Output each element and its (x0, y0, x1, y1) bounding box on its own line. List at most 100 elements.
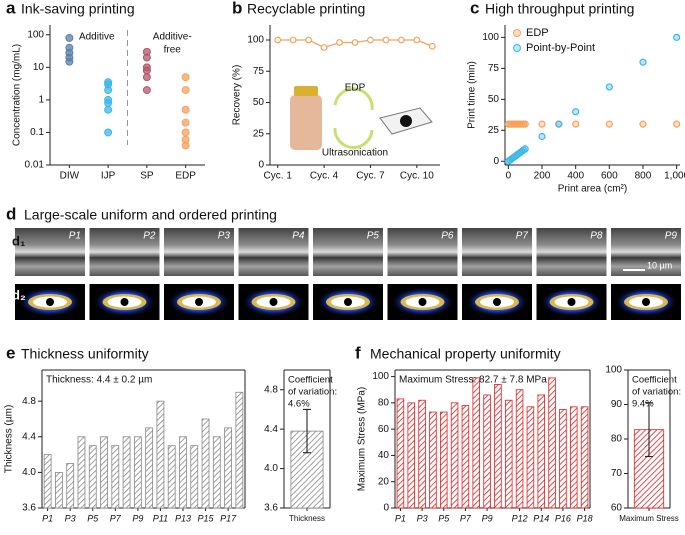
dot (46, 298, 54, 306)
x-tick-label: Cyc. 7 (356, 171, 385, 182)
annotation: Coefficient (632, 375, 677, 386)
x-tick-label: 800 (635, 171, 652, 182)
bar (156, 400, 165, 509)
bar (111, 445, 120, 509)
sem-image (89, 228, 160, 276)
point (428, 42, 436, 50)
dot (642, 298, 650, 306)
y-axis-label: Recovery (%) (232, 65, 243, 126)
sem-image (238, 228, 309, 276)
x-tick-label: P7 (110, 513, 122, 523)
x-tick-label: P14 (533, 513, 549, 523)
point (181, 86, 190, 95)
point (181, 128, 190, 137)
bar (66, 463, 75, 509)
y-tick-label: 70 (611, 468, 623, 479)
tile-label: P4 (292, 231, 305, 242)
point (605, 120, 613, 128)
panel-letter: b (232, 0, 242, 17)
point (572, 120, 580, 128)
annotation: 4.6% (288, 399, 310, 410)
annotation: EDP (345, 83, 366, 94)
bar (439, 411, 448, 509)
bar (504, 399, 513, 509)
dot (567, 298, 576, 306)
bar (494, 384, 502, 509)
y-tick-label: 4.0 (264, 463, 278, 474)
annotation: Coefficient (288, 375, 333, 386)
point (305, 36, 313, 44)
row-label: d₂ (12, 287, 26, 302)
y-tick-label: 90 (611, 399, 623, 410)
y-tick-label: 40 (378, 450, 390, 461)
point (521, 120, 529, 128)
dot (269, 298, 278, 306)
x-tick-label: DIW (60, 171, 80, 182)
y-tick-label: 0.01 (25, 160, 45, 171)
x-tick-label: Cyc. 10 (400, 171, 434, 182)
error-bar (645, 402, 653, 458)
bar (224, 427, 232, 509)
chart-title: Recyclable printing (247, 1, 365, 17)
sem-image (536, 228, 607, 276)
point (555, 120, 563, 128)
x-tick-label: P5 (438, 513, 450, 523)
point (142, 63, 151, 72)
legend-marker (513, 29, 521, 37)
dot (120, 298, 129, 306)
sem-image (611, 228, 681, 276)
y-axis-label: Print time (min) (467, 61, 478, 129)
y-tick-label: 4.8 (22, 396, 36, 407)
x-tick-label: P15 (198, 513, 215, 523)
point (382, 36, 390, 44)
point (639, 58, 647, 66)
chart-title: Thickness uniformity (21, 346, 149, 362)
point (289, 36, 297, 44)
y-tick-label: 100 (482, 32, 499, 43)
bar (122, 436, 131, 509)
y-tick-label: 50 (253, 97, 265, 108)
y-tick-label: 0.1 (30, 127, 44, 138)
point (538, 120, 546, 128)
point (413, 36, 421, 44)
panel-letter: f (355, 343, 361, 362)
x-tick-label: P1 (395, 513, 406, 523)
x-tick-label: 1,000 (664, 171, 685, 182)
bar (537, 394, 546, 509)
point (397, 36, 405, 44)
bar (569, 406, 578, 509)
x-tick-label: P17 (220, 513, 237, 523)
legend-label: Point-by-Point (526, 42, 595, 54)
bar (396, 398, 405, 509)
x-tick-label: EDP (175, 171, 196, 182)
bar (43, 454, 52, 509)
y-tick-label: 0 (493, 156, 499, 167)
x-tick-label: Cyc. 4 (310, 171, 339, 182)
y-tick-label: 80 (378, 397, 390, 408)
y-tick-label: 80 (611, 434, 623, 445)
point (104, 128, 113, 137)
bar (88, 445, 97, 509)
point (104, 95, 113, 104)
bar (483, 394, 491, 509)
annotation: 9.4% (632, 399, 654, 410)
bar (580, 406, 589, 509)
bar (100, 436, 108, 509)
y-tick-label: 0 (258, 160, 264, 171)
sem-image (387, 228, 458, 276)
y-tick-label: 3.6 (264, 503, 278, 514)
y-tick-label: 1 (38, 95, 44, 106)
tile-label: P8 (590, 231, 603, 242)
y-tick-label: 0 (383, 503, 389, 514)
sem-image (164, 228, 234, 276)
point (181, 135, 190, 144)
y-tick-label: 100 (27, 29, 44, 40)
x-tick-label: Maximum Stress (619, 514, 679, 523)
bar (559, 409, 567, 509)
bar (450, 402, 459, 509)
point (639, 120, 647, 128)
bar (55, 471, 63, 509)
annotation: Additive (79, 32, 115, 43)
chart-title: High throughput printing (485, 1, 634, 17)
